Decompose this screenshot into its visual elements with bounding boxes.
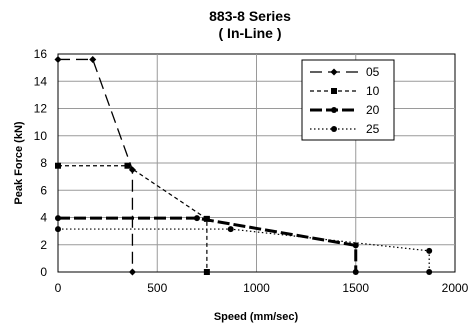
chart-subtitle: ( In-Line ): [219, 25, 282, 41]
data-point-20: [193, 215, 200, 222]
x-axis-label: Speed (mm/sec): [214, 311, 299, 323]
data-point-20: [352, 242, 359, 249]
y-tick-label: 14: [34, 74, 48, 88]
data-point-05: [89, 55, 97, 63]
x-tick-label: 2000: [442, 281, 469, 295]
y-axis-label: Peak Force (kN): [13, 121, 25, 204]
data-point-10: [124, 162, 131, 169]
legend-label: 05: [366, 65, 380, 79]
data-point-25: [426, 247, 433, 254]
legend-label: 20: [366, 103, 380, 117]
x-tick-labels: 0 500 1000 1500 2000: [55, 281, 469, 295]
legend-marker: [331, 107, 337, 113]
x-tick-label: 500: [147, 281, 167, 295]
x-tick-label: 1500: [342, 281, 369, 295]
x-tick-label: 0: [55, 281, 62, 295]
series-line-25: [58, 228, 430, 272]
data-point-25: [227, 226, 234, 233]
legend-item-10: 10: [310, 84, 380, 98]
legend-label: 25: [366, 122, 380, 136]
series-line-05: [58, 58, 134, 272]
legend-item-05: 05: [310, 65, 380, 79]
y-tick-label: 2: [40, 238, 47, 252]
plot-area: [54, 53, 456, 276]
legend-marker: [330, 68, 338, 76]
legend-marker: [331, 88, 337, 94]
y-tick-labels: 0 2 4 6 8 10 12 14 16: [34, 47, 48, 279]
series-line-20: [58, 216, 358, 272]
legend-item-25: 25: [310, 122, 380, 136]
series-line-10: [58, 165, 208, 272]
x-tick-label: 1000: [243, 281, 270, 295]
legend: 05 10 20 25: [301, 59, 395, 141]
legend-label: 10: [366, 84, 380, 98]
chart-title: 883-8 Series: [209, 8, 291, 24]
y-tick-label: 4: [40, 211, 47, 225]
legend-item-20: 20: [310, 103, 380, 117]
y-tick-label: 0: [40, 265, 47, 279]
y-tick-label: 10: [34, 129, 48, 143]
legend-marker: [331, 126, 337, 132]
y-tick-label: 12: [34, 102, 48, 116]
y-tick-label: 6: [40, 183, 47, 197]
legend-box: [301, 59, 395, 141]
y-tick-label: 8: [40, 156, 47, 170]
y-tick-label: 16: [34, 47, 48, 61]
